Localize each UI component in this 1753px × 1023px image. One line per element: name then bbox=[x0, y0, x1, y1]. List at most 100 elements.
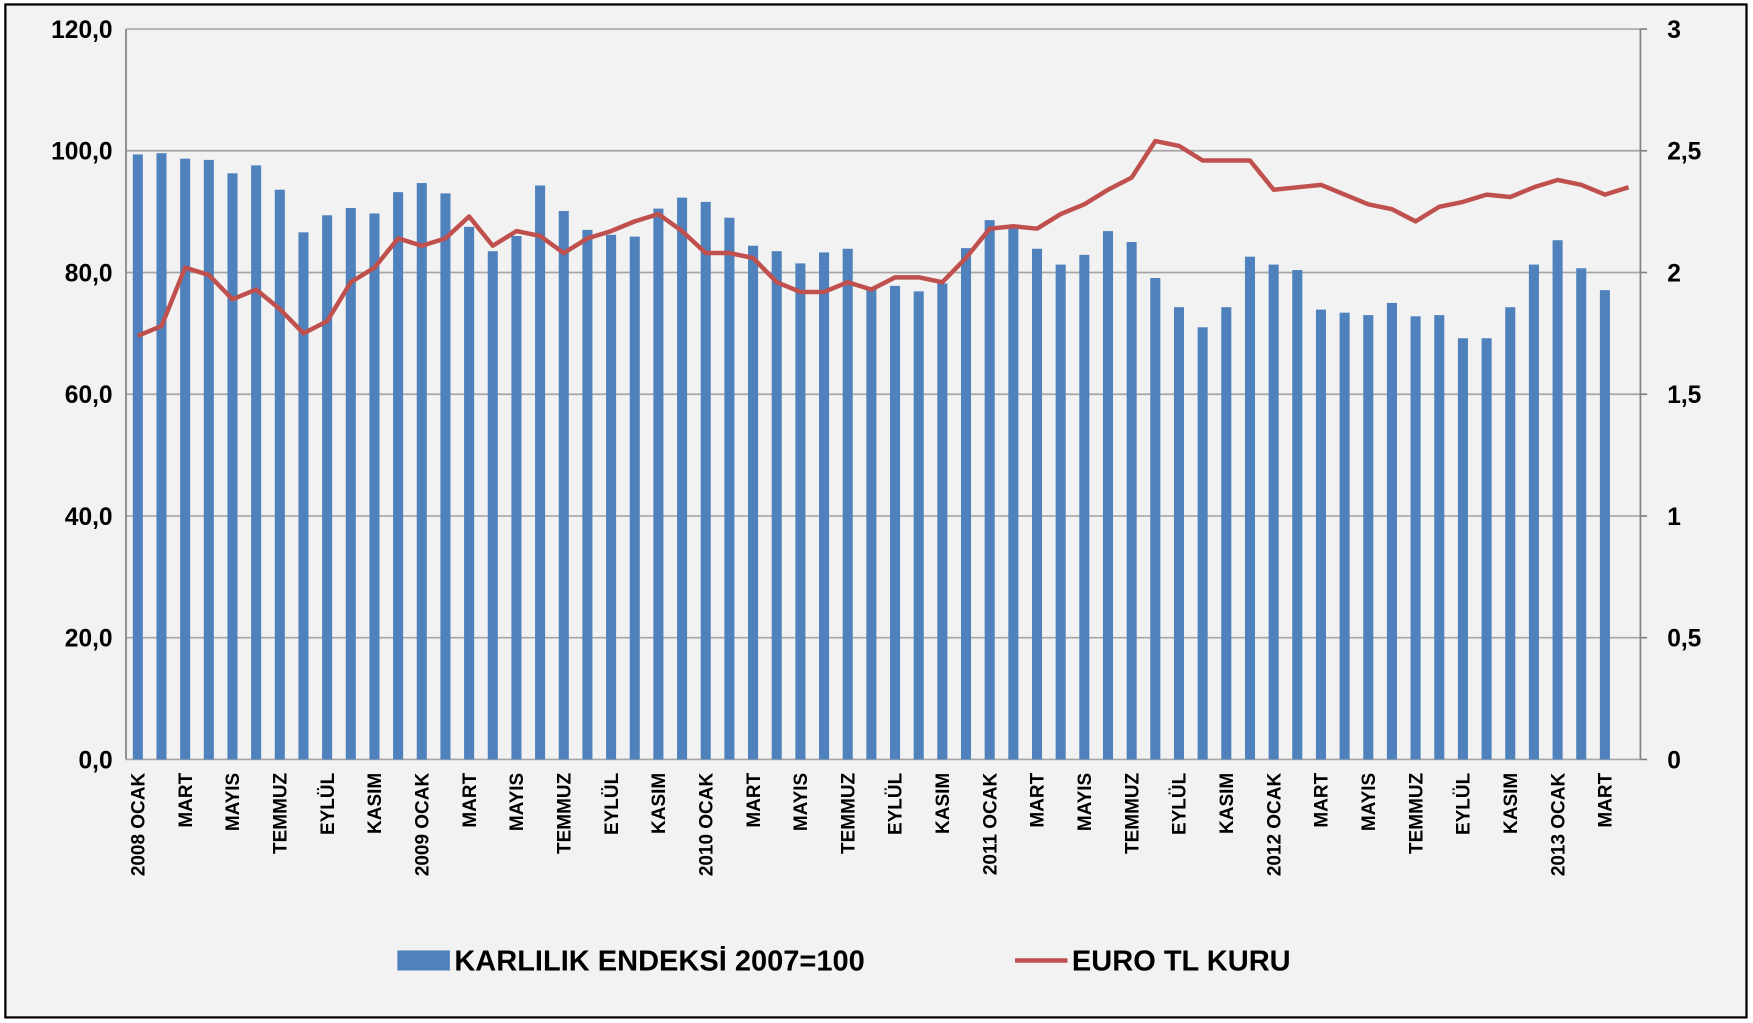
bar bbox=[1363, 315, 1374, 760]
x-tick-label: TEMMUZ bbox=[1406, 772, 1427, 854]
x-tick-label: MART bbox=[1028, 772, 1049, 827]
y-tick-label: 0,0 bbox=[78, 747, 112, 774]
x-tick-label: 2010 OCAK bbox=[696, 773, 717, 877]
bar bbox=[416, 183, 427, 760]
bar bbox=[1008, 226, 1019, 760]
bar bbox=[1599, 290, 1610, 760]
bar bbox=[1055, 264, 1066, 760]
x-tick-label: MART bbox=[1312, 772, 1333, 827]
bar bbox=[748, 245, 759, 760]
bar bbox=[535, 185, 546, 760]
bar bbox=[1221, 307, 1232, 760]
bar bbox=[1031, 248, 1043, 760]
x-tick-label: MART bbox=[1596, 772, 1617, 827]
x-tick-label: 2011 OCAK bbox=[980, 773, 1001, 876]
bar bbox=[677, 197, 688, 760]
bar bbox=[203, 159, 214, 760]
bar bbox=[1457, 338, 1468, 760]
bar bbox=[1079, 254, 1090, 760]
y-tick-label: 60,0 bbox=[65, 382, 113, 409]
y-tick-label: 20,0 bbox=[65, 626, 113, 653]
bar bbox=[890, 285, 901, 760]
bar bbox=[1150, 277, 1161, 760]
bar bbox=[1292, 270, 1303, 760]
x-tick-label: 2008 OCAK bbox=[129, 773, 150, 877]
x-tick-label: MAYIS bbox=[507, 773, 528, 831]
x-tick-label: 2012 OCAK bbox=[1264, 773, 1285, 877]
bar bbox=[1410, 316, 1421, 760]
bar bbox=[913, 291, 924, 760]
bar bbox=[298, 232, 309, 760]
legend-swatch bbox=[397, 950, 450, 971]
x-tick-label: KASIM bbox=[649, 773, 670, 834]
x-tick-label: 2013 OCAK bbox=[1548, 773, 1569, 877]
bar bbox=[960, 248, 972, 760]
bar bbox=[606, 234, 617, 760]
line bbox=[136, 138, 1630, 338]
y2-tick-label: 3 bbox=[1667, 17, 1681, 44]
x-tick-label: TEMMUZ bbox=[271, 772, 292, 854]
bar bbox=[1505, 307, 1516, 760]
bar bbox=[866, 287, 877, 760]
x-tick-label: MAYIS bbox=[791, 773, 812, 831]
y2-tick-label: 0 bbox=[1667, 747, 1681, 774]
x-tick-label: EYLÜL bbox=[886, 773, 907, 835]
y-tick-label: 100,0 bbox=[51, 139, 112, 166]
x-tick-label: EYLÜL bbox=[1454, 773, 1475, 835]
x-tick-label: TEMMUZ bbox=[554, 772, 575, 854]
y2-tick-label: 2 bbox=[1667, 260, 1681, 287]
x-tick-label: KASIM bbox=[933, 773, 954, 834]
bar bbox=[795, 263, 806, 760]
legend-label: KARLILIK ENDEKSİ 2007=100 bbox=[454, 946, 864, 978]
x-tick-label: KASIM bbox=[1217, 773, 1238, 834]
x-tick-label: MART bbox=[744, 772, 765, 827]
bar bbox=[937, 283, 948, 760]
y2-tick-label: 0,5 bbox=[1667, 626, 1701, 653]
bar bbox=[1102, 231, 1114, 760]
y-tick-label: 40,0 bbox=[65, 504, 113, 531]
bar bbox=[1434, 315, 1445, 760]
bar bbox=[582, 229, 593, 760]
x-tick-label: MART bbox=[460, 772, 481, 827]
bar bbox=[1552, 240, 1563, 760]
bar bbox=[629, 236, 640, 760]
bar bbox=[180, 158, 191, 760]
x-tick-label: 2009 OCAK bbox=[412, 773, 433, 877]
bar bbox=[227, 173, 238, 760]
x-tick-label: MART bbox=[176, 772, 197, 827]
bar bbox=[251, 165, 262, 760]
legend-label: EURO TL KURU bbox=[1072, 946, 1291, 978]
bar bbox=[1576, 268, 1587, 760]
x-tick-label: EYLÜL bbox=[1170, 773, 1191, 835]
x-tick-label: MAYIS bbox=[1359, 773, 1380, 831]
bar bbox=[558, 211, 569, 760]
y2-tick-label: 1,5 bbox=[1667, 382, 1701, 409]
bar bbox=[1173, 307, 1185, 760]
x-tick-label: KASIM bbox=[365, 773, 386, 834]
bar bbox=[1339, 312, 1350, 760]
bar bbox=[156, 153, 167, 760]
bar bbox=[345, 207, 356, 760]
bar bbox=[1315, 309, 1326, 760]
bar bbox=[1268, 264, 1279, 760]
bar bbox=[653, 208, 664, 760]
bar bbox=[842, 248, 853, 760]
bar bbox=[819, 252, 830, 760]
y2-tick-label: 2,5 bbox=[1667, 139, 1701, 166]
bar bbox=[440, 193, 451, 760]
bar bbox=[1528, 264, 1539, 760]
bar bbox=[464, 226, 475, 760]
bar bbox=[274, 189, 285, 760]
bar bbox=[700, 201, 711, 760]
bar bbox=[1244, 256, 1255, 760]
bar bbox=[1197, 327, 1208, 760]
x-tick-label: EYLÜL bbox=[318, 773, 339, 835]
x-tick-label: TEMMUZ bbox=[1122, 772, 1143, 854]
x-tick-label: KASIM bbox=[1501, 773, 1522, 834]
bar bbox=[511, 235, 522, 760]
bar bbox=[322, 215, 333, 760]
x-tick-label: MAYIS bbox=[1075, 773, 1096, 831]
bar bbox=[984, 220, 995, 760]
bar bbox=[724, 217, 735, 760]
